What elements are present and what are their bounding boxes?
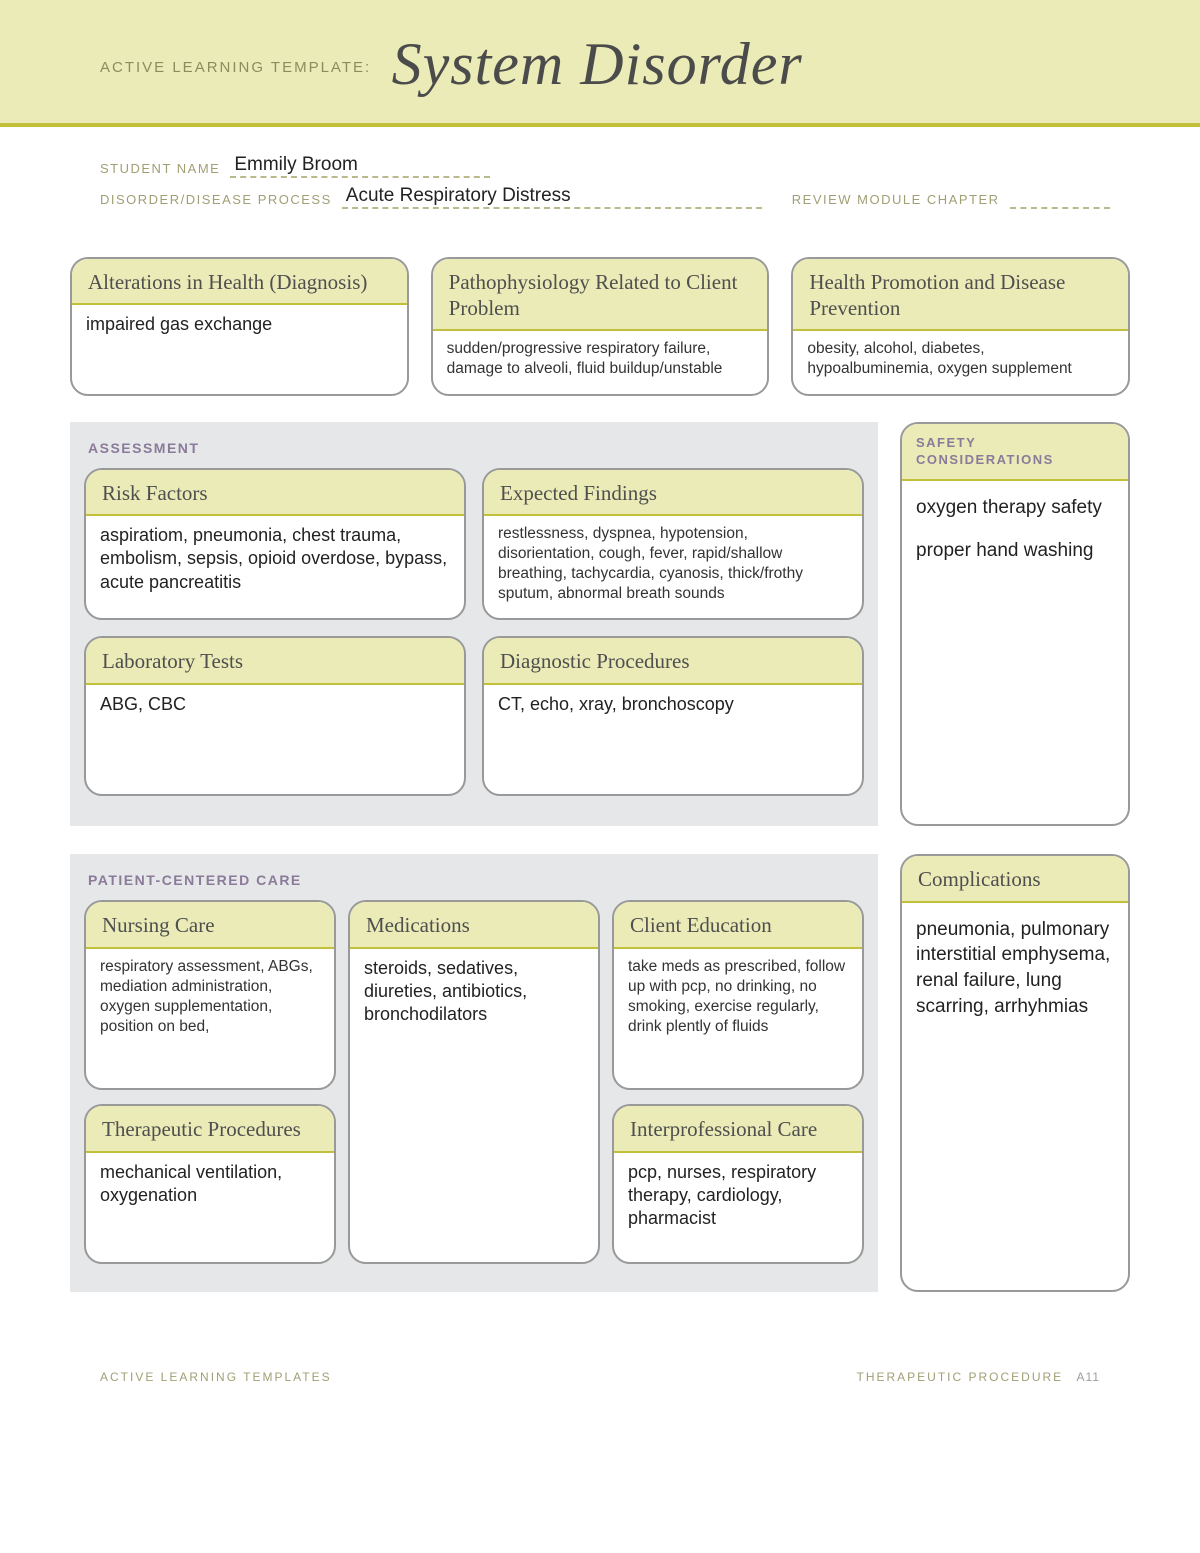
meta-block: STUDENT NAME Emmily Broom DISORDER/DISEA…: [0, 127, 1200, 227]
patho-box: Pathophysiology Related to Client Proble…: [431, 257, 770, 396]
footer-right-text: THERAPEUTIC PROCEDURE: [857, 1370, 1064, 1384]
therapeutic-box: Therapeutic Procedures mechanical ventil…: [84, 1104, 336, 1264]
meds-text[interactable]: steroids, sedatives, diureties, antibiot…: [350, 949, 598, 1041]
education-title: Client Education: [614, 902, 862, 948]
review-label: REVIEW MODULE CHAPTER: [792, 192, 1000, 209]
assessment-panel: ASSESSMENT Risk Factors aspiratiom, pneu…: [70, 422, 878, 827]
nursing-text[interactable]: respiratory assessment, ABGs, mediation …: [86, 949, 334, 1052]
content: Alterations in Health (Diagnosis) impair…: [0, 227, 1200, 1293]
findings-title: Expected Findings: [484, 470, 862, 516]
footer-left: ACTIVE LEARNING TEMPLATES: [100, 1370, 332, 1384]
footer: ACTIVE LEARNING TEMPLATES THERAPEUTIC PR…: [0, 1320, 1200, 1384]
review-value[interactable]: [1010, 207, 1110, 209]
education-text[interactable]: take meds as prescribed, follow up with …: [614, 949, 862, 1052]
meds-box: Medications steroids, sedatives, diureti…: [348, 900, 600, 1264]
alterations-title: Alterations in Health (Diagnosis): [72, 259, 407, 305]
interprof-box: Interprofessional Care pcp, nurses, resp…: [612, 1104, 864, 1264]
safety-text-2: proper hand washing: [916, 538, 1114, 564]
footer-page: A11: [1077, 1370, 1100, 1384]
patho-title: Pathophysiology Related to Client Proble…: [433, 259, 768, 332]
assessment-section-title: ASSESSMENT: [88, 440, 860, 456]
interprof-text[interactable]: pcp, nurses, respiratory therapy, cardio…: [614, 1153, 862, 1245]
assessment-row: ASSESSMENT Risk Factors aspiratiom, pneu…: [70, 422, 1130, 827]
nursing-title: Nursing Care: [86, 902, 334, 948]
labs-title: Laboratory Tests: [86, 638, 464, 684]
safety-text-1: oxygen therapy safety: [916, 495, 1114, 521]
promotion-title: Health Promotion and Disease Prevention: [793, 259, 1128, 332]
labs-text[interactable]: ABG, CBC: [86, 685, 464, 730]
promotion-box: Health Promotion and Disease Prevention …: [791, 257, 1130, 396]
promotion-text[interactable]: obesity, alcohol, diabetes, hypoalbumine…: [793, 331, 1128, 393]
safety-side: SAFETY CONSIDERATIONS oxygen therapy saf…: [900, 422, 1130, 827]
complications-box: Complications pneumonia, pulmonary inter…: [900, 854, 1130, 1292]
student-name-value[interactable]: Emmily Broom: [230, 155, 490, 178]
interprof-title: Interprofessional Care: [614, 1106, 862, 1152]
disorder-label: DISORDER/DISEASE PROCESS: [100, 192, 332, 209]
findings-box: Expected Findings restlessness, dyspnea,…: [482, 468, 864, 621]
patho-text[interactable]: sudden/progressive respiratory failure, …: [433, 331, 768, 393]
risk-box: Risk Factors aspiratiom, pneumonia, ches…: [84, 468, 466, 621]
safety-box: SAFETY CONSIDERATIONS oxygen therapy saf…: [900, 422, 1130, 827]
complications-text[interactable]: pneumonia, pulmonary interstitial emphys…: [902, 903, 1128, 1034]
diag-text[interactable]: CT, echo, xray, bronchoscopy: [484, 685, 862, 730]
labs-box: Laboratory Tests ABG, CBC: [84, 636, 466, 796]
top-row: Alterations in Health (Diagnosis) impair…: [70, 257, 1130, 396]
complications-title: Complications: [902, 856, 1128, 902]
banner-title: System Disorder: [392, 31, 803, 97]
therapeutic-title: Therapeutic Procedures: [86, 1106, 334, 1152]
safety-text[interactable]: oxygen therapy safety proper hand washin…: [902, 481, 1128, 578]
disorder-value[interactable]: Acute Respiratory Distress: [342, 186, 762, 209]
risk-title: Risk Factors: [86, 470, 464, 516]
alterations-text[interactable]: impaired gas exchange: [72, 305, 407, 350]
care-section-title: PATIENT-CENTERED CARE: [88, 872, 860, 888]
banner: ACTIVE LEARNING TEMPLATE: System Disorde…: [0, 0, 1200, 127]
findings-text[interactable]: restlessness, dyspnea, hypotension, diso…: [484, 516, 862, 619]
meds-title: Medications: [350, 902, 598, 948]
complications-side: Complications pneumonia, pulmonary inter…: [900, 854, 1130, 1292]
education-box: Client Education take meds as prescribed…: [612, 900, 864, 1090]
footer-right: THERAPEUTIC PROCEDURE A11: [857, 1370, 1101, 1384]
therapeutic-text[interactable]: mechanical ventilation, oxygenation: [86, 1153, 334, 1222]
risk-text[interactable]: aspiratiom, pneumonia, chest trauma, emb…: [86, 516, 464, 608]
banner-label: ACTIVE LEARNING TEMPLATE:: [100, 59, 371, 76]
nursing-box: Nursing Care respiratory assessment, ABG…: [84, 900, 336, 1090]
care-row: PATIENT-CENTERED CARE Nursing Care respi…: [70, 854, 1130, 1292]
alterations-box: Alterations in Health (Diagnosis) impair…: [70, 257, 409, 396]
care-panel: PATIENT-CENTERED CARE Nursing Care respi…: [70, 854, 878, 1292]
diag-title: Diagnostic Procedures: [484, 638, 862, 684]
diag-box: Diagnostic Procedures CT, echo, xray, br…: [482, 636, 864, 796]
safety-title: SAFETY CONSIDERATIONS: [916, 434, 1114, 469]
page-root: ACTIVE LEARNING TEMPLATE: System Disorde…: [0, 0, 1200, 1424]
student-name-label: STUDENT NAME: [100, 161, 220, 178]
